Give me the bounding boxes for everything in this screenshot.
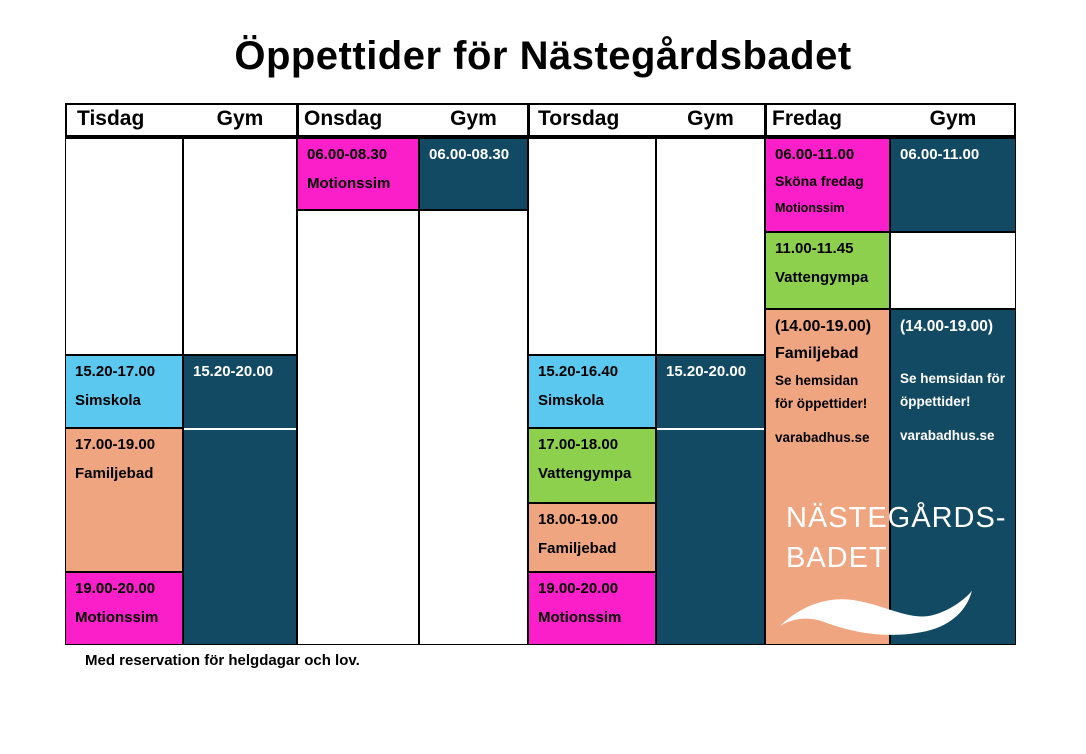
column-header-tisdag: Tisdag	[77, 107, 145, 130]
label-text: Motionssim	[307, 174, 391, 192]
cell-gym-tisdag-empty	[183, 138, 297, 355]
label-text: Vattengympa	[775, 268, 869, 286]
cell-gym-torsdag: 15.20-20.00	[656, 355, 765, 645]
time-text: 19.00-20.00	[75, 580, 156, 597]
website-text: varabadhus.se	[900, 428, 995, 444]
note-text: Se hemsidan för öppettider!	[775, 373, 868, 411]
cell-tisdag-motionssim: 19.00-20.00 Motionssim	[65, 572, 183, 645]
time-text: 19.00-20.00	[538, 580, 619, 597]
cell-gym-fredag-evening: (14.00-19.00) Se hemsidan för öppettider…	[890, 309, 1016, 645]
label-text: Motionssim	[75, 608, 159, 626]
cell-tisdag-empty	[65, 138, 183, 355]
page-title: Öppettider för Nästegårdsbadet	[234, 34, 852, 78]
time-text: (14.00-19.00)	[900, 318, 994, 335]
label-text: Familjebad	[75, 464, 154, 482]
time-text: 06.00-11.00	[900, 146, 980, 163]
time-text: 15.20-20.00	[193, 363, 274, 380]
column-header-fredag: Fredag	[772, 107, 843, 130]
cell-separator	[184, 428, 296, 430]
time-text: 06.00-08.30	[307, 146, 388, 163]
cell-gym-tisdag: 15.20-20.00	[183, 355, 297, 645]
website-text: varabadhus.se	[775, 429, 870, 445]
time-text: 06.00-11.00	[775, 146, 855, 163]
cell-gym-torsdag-empty	[656, 138, 765, 355]
cell-fredag-vattengympa: 11.00-11.45 Vattengympa	[765, 232, 890, 309]
time-text: (14.00-19.00)	[775, 318, 872, 335]
time-text: 17.00-18.00	[538, 436, 619, 453]
cell-torsdag-simskola: 15.20-16.40 Simskola	[528, 355, 656, 428]
header-divider	[296, 103, 299, 138]
cell-fredag-skona-fredag: 06.00-11.00 Sköna fredag Motionssim	[765, 138, 890, 232]
time-text: 15.20-16.40	[538, 363, 619, 380]
label-text: Vattengympa	[538, 464, 632, 482]
column-header-gym-1: Gym	[216, 107, 264, 130]
cell-torsdag-motionssim: 19.00-20.00 Motionssim	[528, 572, 656, 645]
table-header-row	[65, 103, 1016, 138]
cell-separator	[657, 428, 764, 430]
cell-fredag-familjebad: (14.00-19.00) Familjebad Se hemsidan för…	[765, 309, 890, 645]
cell-gym-fredag-empty	[890, 232, 1016, 309]
cell-tisdag-simskola: 15.20-17.00 Simskola	[65, 355, 183, 428]
time-text: 06.00-08.30	[429, 146, 510, 163]
cell-onsdag-motionssim: 06.00-08.30 Motionssim	[297, 138, 419, 210]
cell-onsdag-empty	[297, 210, 419, 645]
cell-tisdag-familjebad: 17.00-19.00 Familjebad	[65, 428, 183, 572]
time-text: 15.20-20.00	[666, 363, 747, 380]
header-divider	[527, 103, 530, 138]
time-text: 18.00-19.00	[538, 511, 619, 528]
cell-torsdag-empty	[528, 138, 656, 355]
label-text: Simskola	[538, 391, 604, 409]
time-text: 15.20-17.00	[75, 363, 156, 380]
column-header-gym-3: Gym	[687, 107, 734, 130]
cell-gym-onsdag: 06.00-08.30	[419, 138, 528, 210]
sublabel-text: Motionssim	[775, 201, 845, 216]
cell-gym-fredag-morning: 06.00-11.00	[890, 138, 1016, 232]
label-text: Familjebad	[775, 345, 859, 362]
column-header-gym-2: Gym	[450, 107, 497, 130]
footnote: Med reservation för helgdagar och lov.	[85, 652, 360, 669]
column-header-gym-4: Gym	[929, 107, 977, 130]
time-text: 11.00-11.45	[775, 240, 854, 257]
cell-torsdag-vattengympa: 17.00-18.00 Vattengympa	[528, 428, 656, 503]
cell-torsdag-familjebad: 18.00-19.00 Familjebad	[528, 503, 656, 572]
column-header-torsdag: Torsdag	[538, 107, 620, 130]
note-text: Se hemsidan för öppettider!	[900, 371, 1006, 410]
time-text: 17.00-19.00	[75, 436, 156, 453]
label-text: Motionssim	[538, 608, 622, 626]
header-divider	[764, 103, 767, 138]
label-text: Sköna fredag	[775, 172, 864, 189]
label-text: Familjebad	[538, 539, 617, 557]
cell-gym-onsdag-empty	[419, 210, 528, 645]
column-header-onsdag: Onsdag	[304, 107, 383, 130]
label-text: Simskola	[75, 391, 141, 409]
